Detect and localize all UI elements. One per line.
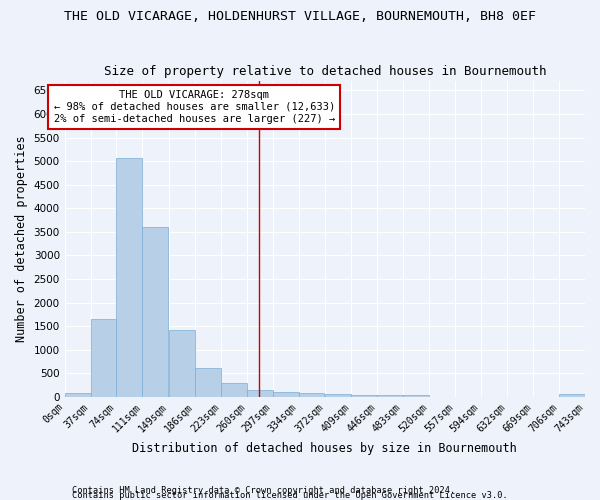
Bar: [377, 395, 403, 397]
Bar: [325, 394, 351, 397]
Bar: [247, 390, 272, 397]
Bar: [221, 383, 247, 397]
Bar: [403, 395, 429, 397]
Bar: [169, 330, 195, 397]
Y-axis label: Number of detached properties: Number of detached properties: [15, 136, 28, 342]
Bar: [351, 394, 377, 397]
Bar: [65, 394, 91, 397]
Title: Size of property relative to detached houses in Bournemouth: Size of property relative to detached ho…: [104, 66, 546, 78]
X-axis label: Distribution of detached houses by size in Bournemouth: Distribution of detached houses by size …: [133, 442, 517, 455]
Bar: [116, 158, 142, 397]
Bar: [142, 227, 169, 397]
Bar: [559, 394, 585, 397]
Text: Contains public sector information licensed under the Open Government Licence v3: Contains public sector information licen…: [72, 490, 508, 500]
Text: THE OLD VICARAGE, HOLDENHURST VILLAGE, BOURNEMOUTH, BH8 0EF: THE OLD VICARAGE, HOLDENHURST VILLAGE, B…: [64, 10, 536, 23]
Bar: [272, 392, 299, 397]
Bar: [299, 393, 325, 397]
Text: Contains HM Land Registry data © Crown copyright and database right 2024.: Contains HM Land Registry data © Crown c…: [72, 486, 455, 495]
Bar: [91, 319, 116, 397]
Text: THE OLD VICARAGE: 278sqm
← 98% of detached houses are smaller (12,633)
2% of sem: THE OLD VICARAGE: 278sqm ← 98% of detach…: [53, 90, 335, 124]
Bar: [195, 368, 221, 397]
